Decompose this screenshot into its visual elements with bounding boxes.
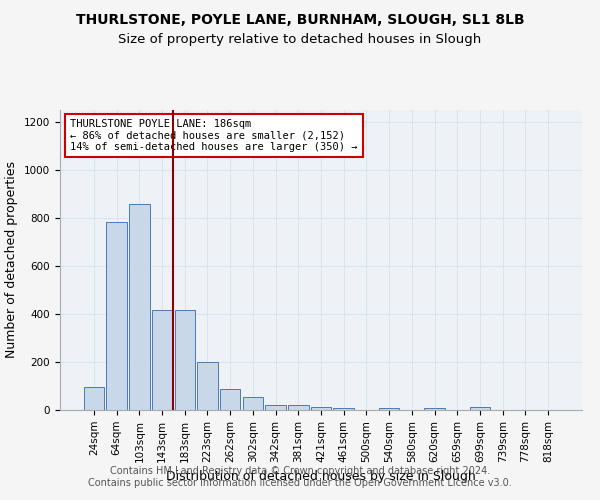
X-axis label: Distribution of detached houses by size in Slough: Distribution of detached houses by size … bbox=[166, 470, 476, 483]
Text: Size of property relative to detached houses in Slough: Size of property relative to detached ho… bbox=[118, 32, 482, 46]
Bar bbox=[379, 408, 400, 410]
Bar bbox=[175, 310, 195, 410]
Bar bbox=[152, 310, 172, 410]
Bar bbox=[220, 389, 241, 410]
Y-axis label: Number of detached properties: Number of detached properties bbox=[5, 162, 19, 358]
Bar bbox=[288, 405, 308, 410]
Text: THURLSTONE, POYLE LANE, BURNHAM, SLOUGH, SL1 8LB: THURLSTONE, POYLE LANE, BURNHAM, SLOUGH,… bbox=[76, 12, 524, 26]
Bar bbox=[470, 407, 490, 410]
Bar bbox=[242, 397, 263, 410]
Bar bbox=[424, 408, 445, 410]
Bar bbox=[265, 404, 286, 410]
Text: Contains HM Land Registry data © Crown copyright and database right 2024.
Contai: Contains HM Land Registry data © Crown c… bbox=[88, 466, 512, 487]
Bar bbox=[129, 204, 149, 410]
Bar bbox=[334, 408, 354, 410]
Text: THURLSTONE POYLE LANE: 186sqm
← 86% of detached houses are smaller (2,152)
14% o: THURLSTONE POYLE LANE: 186sqm ← 86% of d… bbox=[70, 119, 358, 152]
Bar bbox=[84, 386, 104, 410]
Bar bbox=[106, 222, 127, 410]
Bar bbox=[311, 407, 331, 410]
Bar bbox=[197, 362, 218, 410]
